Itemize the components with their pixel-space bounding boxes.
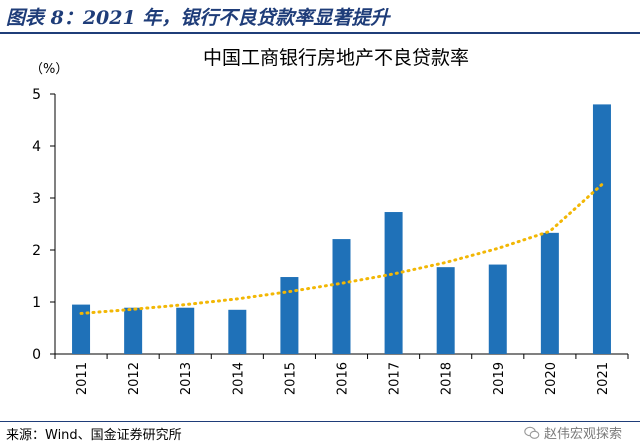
bar-2015 — [280, 277, 299, 354]
x-tick-label: 2012 — [127, 362, 142, 395]
x-tick-label: 2021 — [596, 362, 611, 395]
bar-2016 — [332, 239, 351, 354]
bar-2021 — [592, 104, 611, 355]
header-divider — [0, 32, 640, 34]
bar-series — [72, 104, 611, 355]
wechat-icon — [524, 426, 540, 439]
y-axis-ticks: 0 1 2 3 4 5 — [32, 87, 55, 363]
y-tick-label: 4 — [32, 139, 41, 155]
x-tick-label: 2019 — [492, 362, 507, 395]
y-tick-label: 3 — [32, 191, 41, 207]
bar-2019 — [488, 264, 507, 354]
chart-title: 中国工商银行房地产不良贷款率 — [203, 47, 469, 69]
figure-footer: 来源：Wind、国金证券研究所 赵伟宏观探索 — [0, 421, 640, 442]
x-tick-label: 2014 — [231, 362, 246, 395]
x-tick-label: 2016 — [336, 362, 351, 395]
y-tick-label: 1 — [32, 295, 41, 311]
bar-2013 — [176, 307, 195, 354]
bar-2018 — [436, 267, 455, 354]
bar-2020 — [540, 232, 559, 354]
x-tick-label: 2011 — [75, 362, 90, 395]
figure-header: 图表 8：2021 年，银行不良贷款率显著提升 — [6, 6, 390, 29]
bar-2011 — [72, 304, 91, 354]
x-tick-label: 2017 — [388, 362, 403, 395]
y-tick-label: 5 — [32, 87, 41, 103]
bar-2017 — [384, 212, 403, 354]
x-tick-label: 2020 — [544, 362, 559, 395]
bar-2012 — [124, 307, 143, 354]
y-axis-label: （%） — [30, 62, 68, 77]
x-tick-label: 2015 — [283, 362, 298, 395]
watermark-text: 赵伟宏观探索 — [543, 427, 622, 442]
bar-2014 — [228, 309, 247, 354]
y-tick-label: 0 — [32, 347, 41, 363]
y-tick-label: 2 — [32, 243, 41, 259]
x-axis-ticks: 2011 2012 2013 2014 2015 2016 2017 2018 2019 2020… — [54, 354, 629, 395]
watermark: 赵伟宏观探索 — [524, 423, 622, 442]
x-tick-label: 2013 — [179, 362, 194, 395]
source-note: 来源：Wind、国金证券研究所 — [6, 428, 182, 442]
x-tick-label: 2018 — [440, 362, 455, 395]
